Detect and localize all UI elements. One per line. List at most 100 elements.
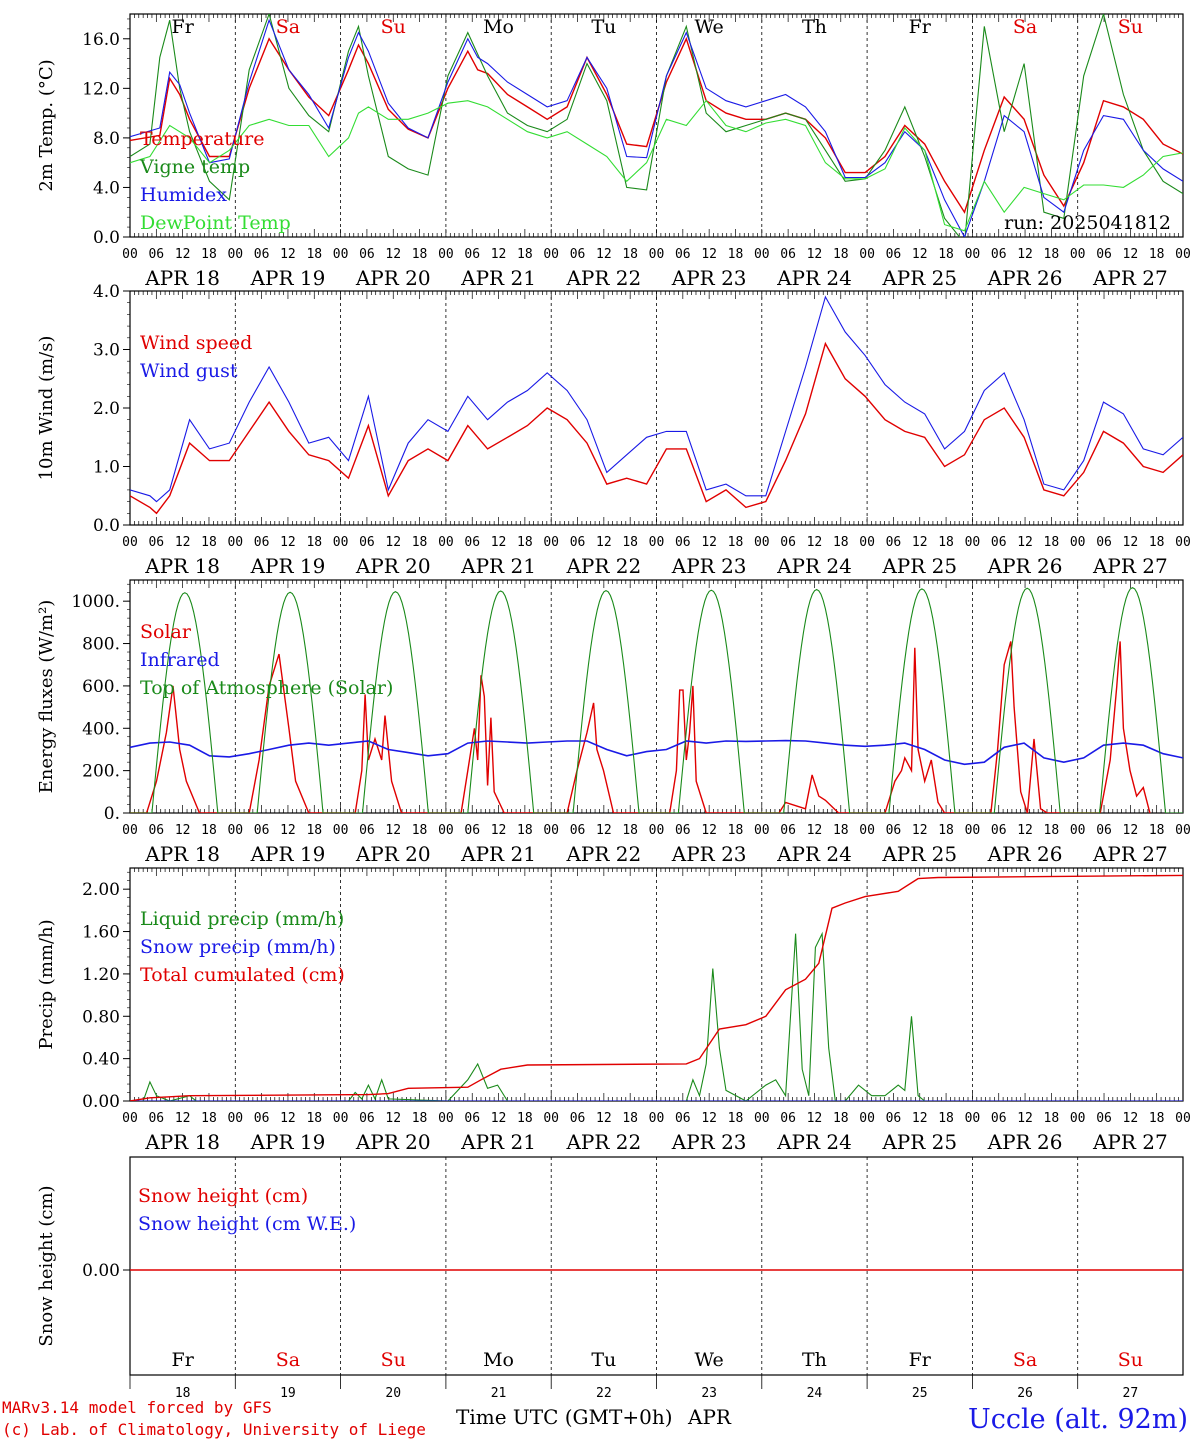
x-hour-label: 12 (701, 535, 717, 550)
x-hour-label: 12 (175, 247, 191, 262)
y-tick-label: 12.0 (82, 79, 120, 99)
x-hour-label: 12 (596, 823, 612, 838)
x-hour-label: 18 (306, 1111, 322, 1126)
day-number-label: 26 (1017, 1386, 1033, 1401)
series-line-vigne-temp (130, 14, 1183, 237)
x-hour-label: 12 (807, 823, 823, 838)
y-tick-label: 2.00 (82, 880, 120, 900)
x-date-label: APR 27 (1092, 266, 1168, 290)
panel-4: 00 06 12 18 APR 18 00 06 12 18 APR 19 00 06 12 18 APR … (36, 867, 1191, 1154)
legend-entry: Vigne temp (139, 156, 250, 178)
y-tick-label: 0.00 (82, 1261, 120, 1281)
x-hour-label: 18 (622, 823, 638, 838)
x-hour-label: 00 (754, 1111, 770, 1126)
x-hour-label: 18 (412, 535, 428, 550)
x-hour-label: 12 (491, 247, 507, 262)
x-hour-label: 06 (780, 535, 796, 550)
x-date-label: APR 19 (250, 554, 326, 578)
x-date-label: APR 21 (460, 266, 536, 290)
x-hour-label: 06 (886, 823, 902, 838)
x-hour-label: 18 (1149, 1111, 1165, 1126)
x-hour-label: 18 (1044, 1111, 1060, 1126)
x-hour-label: 18 (517, 247, 533, 262)
x-hour-label: 12 (807, 247, 823, 262)
legend-entry: Humidex (140, 184, 227, 206)
x-hour-label: 12 (1123, 823, 1139, 838)
x-hour-label: 12 (701, 247, 717, 262)
x-hour-label: 18 (833, 823, 849, 838)
x-hour-label: 00 (438, 535, 454, 550)
x-hour-label: 00 (965, 1111, 981, 1126)
series-line-dewpoint-temp (130, 99, 1183, 232)
x-hour-label: 06 (1096, 247, 1112, 262)
x-hour-label: 06 (464, 823, 480, 838)
x-hour-label: 06 (254, 1111, 270, 1126)
x-date-label: APR 22 (565, 842, 641, 866)
x-hour-label: 12 (912, 535, 928, 550)
x-hour-label: 06 (991, 535, 1007, 550)
x-hour-label: 00 (122, 535, 138, 550)
x-hour-label: 00 (649, 535, 665, 550)
day-number-label: 27 (1123, 1386, 1139, 1401)
x-hour-label: 12 (280, 247, 296, 262)
x-axis-label: Time UTC (GMT+0h) (456, 1405, 673, 1429)
x-hour-label: 12 (1017, 247, 1033, 262)
x-hour-label: 12 (175, 535, 191, 550)
x-date-label: APR 23 (671, 266, 747, 290)
lab-credit-text: (c) Lab. of Climatology, University of L… (2, 1420, 426, 1439)
x-hour-label: 18 (517, 1111, 533, 1126)
weekday-label: We (695, 16, 724, 38)
x-hour-label: 06 (254, 823, 270, 838)
x-hour-label: 06 (570, 823, 586, 838)
x-hour-label: 00 (543, 1111, 559, 1126)
x-date-label: APR 19 (250, 266, 326, 290)
x-hour-label: 06 (359, 247, 375, 262)
x-hour-label: 00 (122, 823, 138, 838)
x-hour-label: 12 (596, 535, 612, 550)
x-hour-label: 18 (622, 247, 638, 262)
x-hour-label: 12 (385, 535, 401, 550)
x-hour-label: 00 (543, 823, 559, 838)
weekday-label: Sa (1013, 16, 1037, 38)
day-number-label: 25 (912, 1386, 928, 1401)
day-number-label: 23 (701, 1386, 717, 1401)
x-hour-label: 18 (728, 1111, 744, 1126)
x-date-label: APR 24 (776, 1130, 852, 1154)
x-hour-label: 00 (754, 247, 770, 262)
x-hour-label: 18 (1149, 247, 1165, 262)
x-hour-label: 12 (596, 1111, 612, 1126)
x-hour-label: 00 (1175, 1111, 1191, 1126)
x-hour-label: 06 (148, 1111, 164, 1126)
x-hour-label: 18 (833, 535, 849, 550)
series-line-wind-gust (130, 295, 1183, 503)
y-tick-label: 3.0 (93, 341, 120, 361)
day-number-label: 21 (491, 1386, 507, 1401)
x-hour-label: 00 (227, 823, 243, 838)
series-line-liquid-precip-mm-h- (130, 931, 1183, 1101)
x-hour-label: 00 (754, 823, 770, 838)
x-hour-label: 06 (886, 247, 902, 262)
x-hour-label: 06 (464, 535, 480, 550)
weekday-label: Su (381, 1349, 406, 1371)
x-hour-label: 12 (701, 1111, 717, 1126)
x-hour-label: 18 (1149, 823, 1165, 838)
x-hour-label: 18 (412, 823, 428, 838)
x-hour-label: 12 (491, 1111, 507, 1126)
x-date-label: APR 24 (776, 266, 852, 290)
x-hour-label: 06 (780, 1111, 796, 1126)
x-hour-label: 12 (175, 823, 191, 838)
y-tick-label: 0.0 (93, 228, 120, 248)
x-hour-label: 00 (438, 1111, 454, 1126)
x-hour-label: 12 (385, 823, 401, 838)
x-date-label: APR 25 (881, 554, 957, 578)
x-hour-label: 06 (675, 535, 691, 550)
y-tick-label: 0.00 (82, 1092, 120, 1112)
x-hour-label: 06 (1096, 823, 1112, 838)
x-date-label: APR 22 (565, 554, 641, 578)
x-date-label: APR 24 (776, 842, 852, 866)
y-tick-label: 200. (82, 762, 120, 782)
day-number-label: 19 (280, 1386, 296, 1401)
x-date-label: APR 21 (460, 1130, 536, 1154)
x-hour-label: 06 (780, 823, 796, 838)
y-tick-label: 4.0 (93, 282, 120, 302)
